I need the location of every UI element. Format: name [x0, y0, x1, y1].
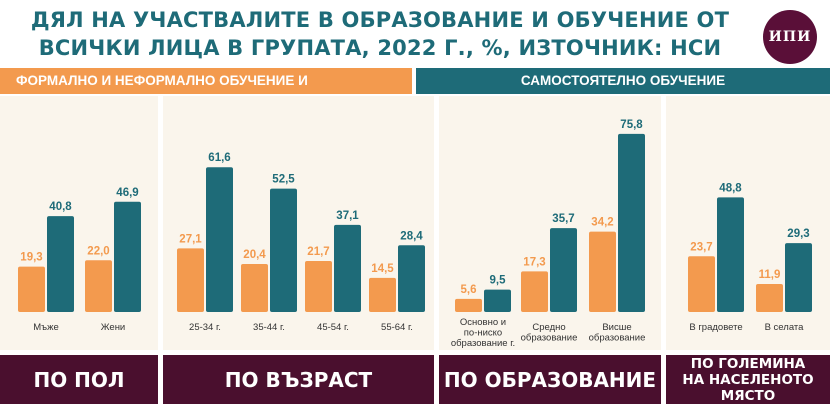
bar-self — [484, 289, 511, 312]
bar-self — [114, 201, 141, 312]
category-age: ПО ВЪЗРАСТ — [163, 355, 434, 404]
tick-label: Жени — [101, 322, 126, 333]
bar-self — [618, 133, 645, 312]
value-label-formal: 11,9 — [759, 269, 781, 281]
bar-formal — [455, 298, 482, 312]
tick-label: 55-64 г. — [381, 322, 413, 333]
bar-formal — [305, 261, 332, 312]
bar-formal — [589, 231, 616, 312]
tick-label: Висше образование — [589, 322, 646, 344]
bar-self — [206, 167, 233, 312]
bar-formal — [521, 271, 548, 312]
category-gender: ПО ПОЛ — [0, 355, 158, 404]
bar-formal — [756, 284, 783, 312]
bar-self — [270, 188, 297, 312]
value-label-self: 61,6 — [208, 152, 230, 164]
bar-formal — [177, 248, 204, 312]
value-label-self: 48,8 — [719, 182, 742, 194]
tick-label: Средно образование — [521, 322, 578, 344]
tick-label: 45-54 г. — [317, 322, 349, 333]
value-label-self: 29,3 — [787, 228, 809, 240]
ipi-logo: ИПИ — [763, 10, 817, 64]
tick-label: В селата — [765, 322, 805, 333]
chart-title: ДЯЛ НА УЧАСТВАЛИТЕ В ОБРАЗОВАНИЕ И ОБУЧЕ… — [30, 8, 730, 60]
tick-label: 25-34 г. — [189, 322, 221, 333]
value-label-self: 28,4 — [400, 230, 423, 242]
bar-formal — [18, 266, 45, 312]
value-label-self: 35,7 — [552, 213, 574, 225]
bar-self — [47, 216, 74, 312]
tick-label: Мъже — [33, 322, 59, 333]
bar-formal — [85, 260, 112, 312]
category-settlement: ПО ГОЛЕМИНА НА НАСЕЛЕНОТО МЯСТО — [666, 355, 830, 404]
value-label-self: 37,1 — [336, 210, 359, 222]
value-label-self: 9,5 — [490, 275, 507, 287]
bar-formal — [369, 277, 396, 312]
bar-self — [717, 197, 744, 312]
value-label-self: 75,8 — [620, 119, 643, 131]
legend-self: САМОСТОЯТЕЛНО ОБУЧЕНИЕ — [416, 68, 830, 94]
bar-formal — [241, 264, 268, 312]
value-label-formal: 14,5 — [371, 263, 394, 275]
value-label-formal: 21,7 — [307, 246, 329, 258]
value-label-formal: 23,7 — [690, 241, 712, 253]
tick-label: 35-44 г. — [253, 322, 285, 333]
tick-label: В градовете — [689, 322, 742, 333]
value-label-formal: 5,6 — [461, 284, 477, 296]
value-label-self: 40,8 — [49, 201, 72, 213]
bar-self — [550, 228, 577, 312]
value-label-formal: 17,3 — [523, 256, 545, 268]
value-label-formal: 34,2 — [591, 217, 613, 229]
bar-self — [785, 243, 812, 312]
value-label-formal: 27,1 — [179, 233, 202, 245]
bar-formal — [688, 256, 715, 312]
category-education: ПО ОБРАЗОВАНИЕ — [439, 355, 661, 404]
value-label-formal: 19,3 — [20, 252, 42, 264]
value-label-self: 52,5 — [272, 174, 295, 186]
value-label-formal: 22,0 — [87, 245, 109, 257]
bar-self — [334, 224, 361, 312]
value-label-formal: 20,4 — [243, 249, 266, 261]
value-label-self: 46,9 — [116, 187, 138, 199]
tick-label: Основно и по-ниско образование г. — [451, 317, 515, 349]
bar-self — [398, 245, 425, 312]
